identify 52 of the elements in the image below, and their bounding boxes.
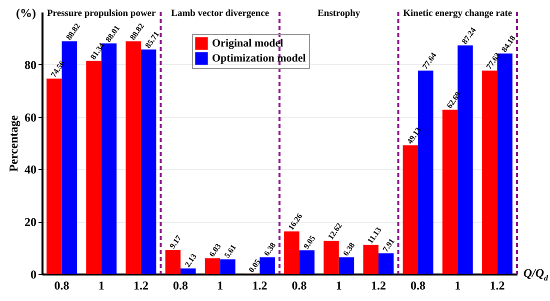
data-label: 6.38 <box>341 240 357 258</box>
y-tick-label: 0 <box>30 268 36 282</box>
x-tick-label: 1.2 <box>252 278 268 292</box>
x-tick-label: 1 <box>217 278 224 292</box>
data-label: 5.61 <box>222 243 238 260</box>
x-tick-label: 1.2 <box>133 278 148 292</box>
x-tick-label: 1.2 <box>490 278 505 292</box>
data-label: 0.05 <box>246 258 262 274</box>
y-axis-title: Percentage <box>6 114 20 172</box>
data-label: 2.13 <box>182 252 198 269</box>
data-label: 6.38 <box>262 240 278 258</box>
annotation: Pressure propulsion power <box>47 9 157 19</box>
x-tick-label: 0.8 <box>292 278 307 292</box>
bar <box>363 244 378 274</box>
x-tick-label: 1 <box>98 278 104 292</box>
bar <box>204 258 220 274</box>
bar <box>324 240 339 274</box>
x-tick-label: 1 <box>336 278 342 292</box>
data-label: 6.03 <box>207 242 223 259</box>
bar <box>180 268 196 274</box>
x-tick-label: 0.8 <box>54 278 70 292</box>
data-label: 9.05 <box>302 234 318 251</box>
bar <box>482 70 498 274</box>
bar <box>338 257 354 274</box>
bar <box>46 78 62 274</box>
y-tick-label: 80 <box>24 58 36 72</box>
bar <box>378 253 394 274</box>
bar <box>402 145 418 274</box>
bar <box>260 257 275 274</box>
y-tick-label: 20 <box>24 215 36 230</box>
x-tick-label: 0.8 <box>173 278 188 292</box>
bar <box>126 41 141 274</box>
x-tick-label: 1.2 <box>370 278 386 292</box>
data-label: 7.91 <box>380 236 396 254</box>
annotation: Kinetic energy change rate <box>403 9 512 19</box>
annotation: Lamb vector divergence <box>171 9 270 19</box>
x-tick-label: 1 <box>454 278 461 292</box>
text: (%) <box>16 6 36 20</box>
bar <box>299 250 315 274</box>
bar <box>284 231 300 274</box>
bar <box>165 250 181 274</box>
bar <box>140 49 156 274</box>
bar <box>220 259 236 274</box>
x-axis-title: Q/Q$_{d}$ <box>523 266 548 282</box>
x-tick-label: 0.8 <box>410 278 426 292</box>
bar <box>86 60 102 274</box>
annotation: Enstrophy <box>318 9 360 19</box>
y-tick-label: 40 <box>24 162 36 177</box>
bar <box>442 110 458 274</box>
legend-label: Optimization model <box>212 52 306 64</box>
y-tick-label: 60 <box>24 110 36 124</box>
legend-label: Original model <box>212 38 284 50</box>
